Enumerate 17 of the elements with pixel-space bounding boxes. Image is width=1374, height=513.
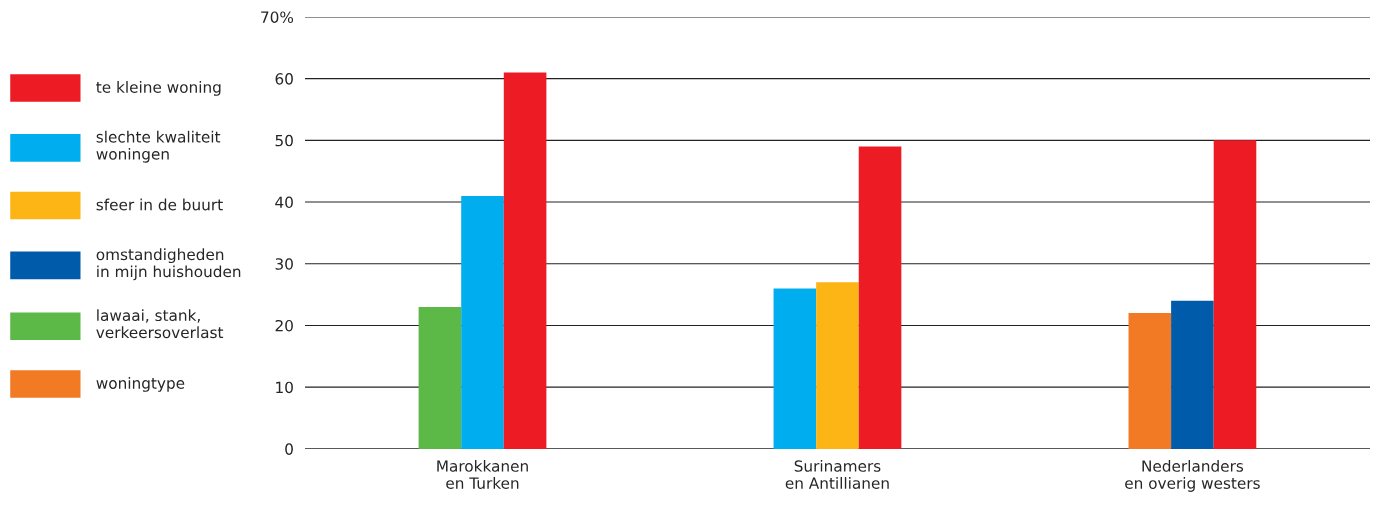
y-tick-label: 20: [275, 319, 293, 332]
x-tick-label: Marokkanen en Turken: [437, 459, 528, 489]
legend-label: omstandigheden in mijn huishouden: [96, 248, 241, 281]
y-tick-label: 60: [275, 73, 293, 85]
y-tick-label: 0: [285, 443, 293, 455]
y-tick-label: 50: [275, 134, 293, 147]
y-tick-label: 10: [276, 381, 293, 394]
legend-label: sfeer in de buurt: [96, 198, 223, 211]
legend-label: slechte kwaliteit woningen: [96, 130, 221, 163]
y-tick-label: 40: [275, 196, 293, 209]
y-tick-label: 30: [275, 258, 293, 270]
legend-label: woningtype: [96, 377, 185, 392]
legend-label: lawaai, stank, verkeersoverlast: [96, 309, 224, 339]
x-tick-label: Nederlanders en overig westers: [1125, 459, 1260, 492]
y-tick-label: 70%: [261, 11, 294, 23]
legend-label: te kleine woning: [96, 81, 221, 96]
x-tick-label: Surinamers en Antillianen: [785, 459, 889, 489]
